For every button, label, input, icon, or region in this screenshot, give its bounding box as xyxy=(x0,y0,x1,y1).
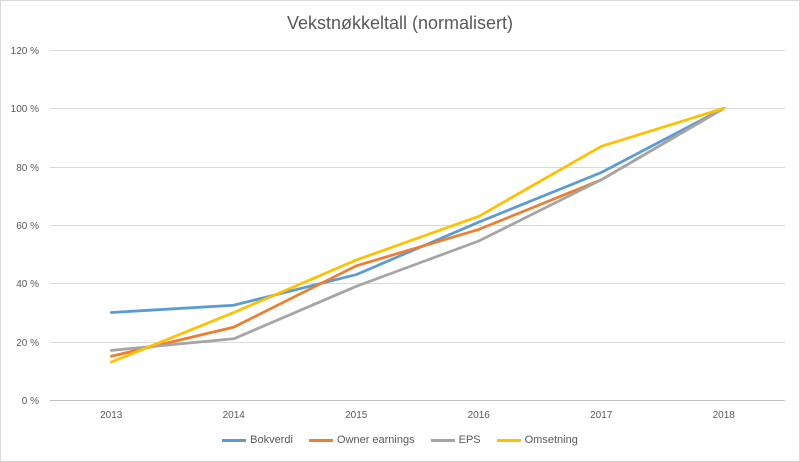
x-tick-label: 2017 xyxy=(590,410,613,421)
y-tick-label: 120 % xyxy=(11,46,39,57)
x-tick-label: 2013 xyxy=(100,410,123,421)
legend-item: Bokverdi xyxy=(222,434,293,446)
x-tick-label: 2014 xyxy=(223,410,246,421)
y-tick-label: 20 % xyxy=(16,338,39,349)
legend: Bokverdi Owner earnings EPS Omsetning xyxy=(0,434,800,446)
legend-swatch xyxy=(430,438,455,442)
y-axis-ticks: 0 % 20 % 40 % 60 % 80 % 100 % 120 % xyxy=(11,46,39,407)
x-tick-label: 2018 xyxy=(713,410,736,421)
legend-label: EPS xyxy=(458,434,481,446)
y-tick-label: 0 % xyxy=(22,396,39,407)
legend-swatch xyxy=(496,438,521,442)
x-tick-label: 2015 xyxy=(345,410,368,421)
y-tick-label: 60 % xyxy=(16,221,39,232)
series-line-owner-earnings xyxy=(109,106,726,358)
series-line-eps xyxy=(109,106,726,352)
legend-item: Omsetning xyxy=(496,434,578,446)
series-line-bokverdi xyxy=(109,106,726,314)
legend-label: Bokverdi xyxy=(250,434,293,446)
y-tick-label: 40 % xyxy=(16,279,39,290)
x-tick-label: 2016 xyxy=(468,410,491,421)
y-tick-label: 80 % xyxy=(16,163,39,174)
gridlines xyxy=(50,50,785,401)
series-line-omsetning xyxy=(109,106,726,364)
legend-swatch xyxy=(222,438,247,442)
legend-label: Omsetning xyxy=(524,434,578,446)
legend-swatch xyxy=(308,438,333,442)
chart-title: Vekstnøkkeltall (normalisert) xyxy=(286,13,514,33)
x-axis-ticks: 2013 2014 2015 2016 2017 2018 xyxy=(100,410,735,421)
legend-item: EPS xyxy=(430,434,481,446)
legend-item: Owner earnings xyxy=(308,434,415,446)
series-lines xyxy=(109,106,726,364)
y-tick-label: 100 % xyxy=(11,104,39,115)
legend-label: Owner earnings xyxy=(336,434,415,446)
